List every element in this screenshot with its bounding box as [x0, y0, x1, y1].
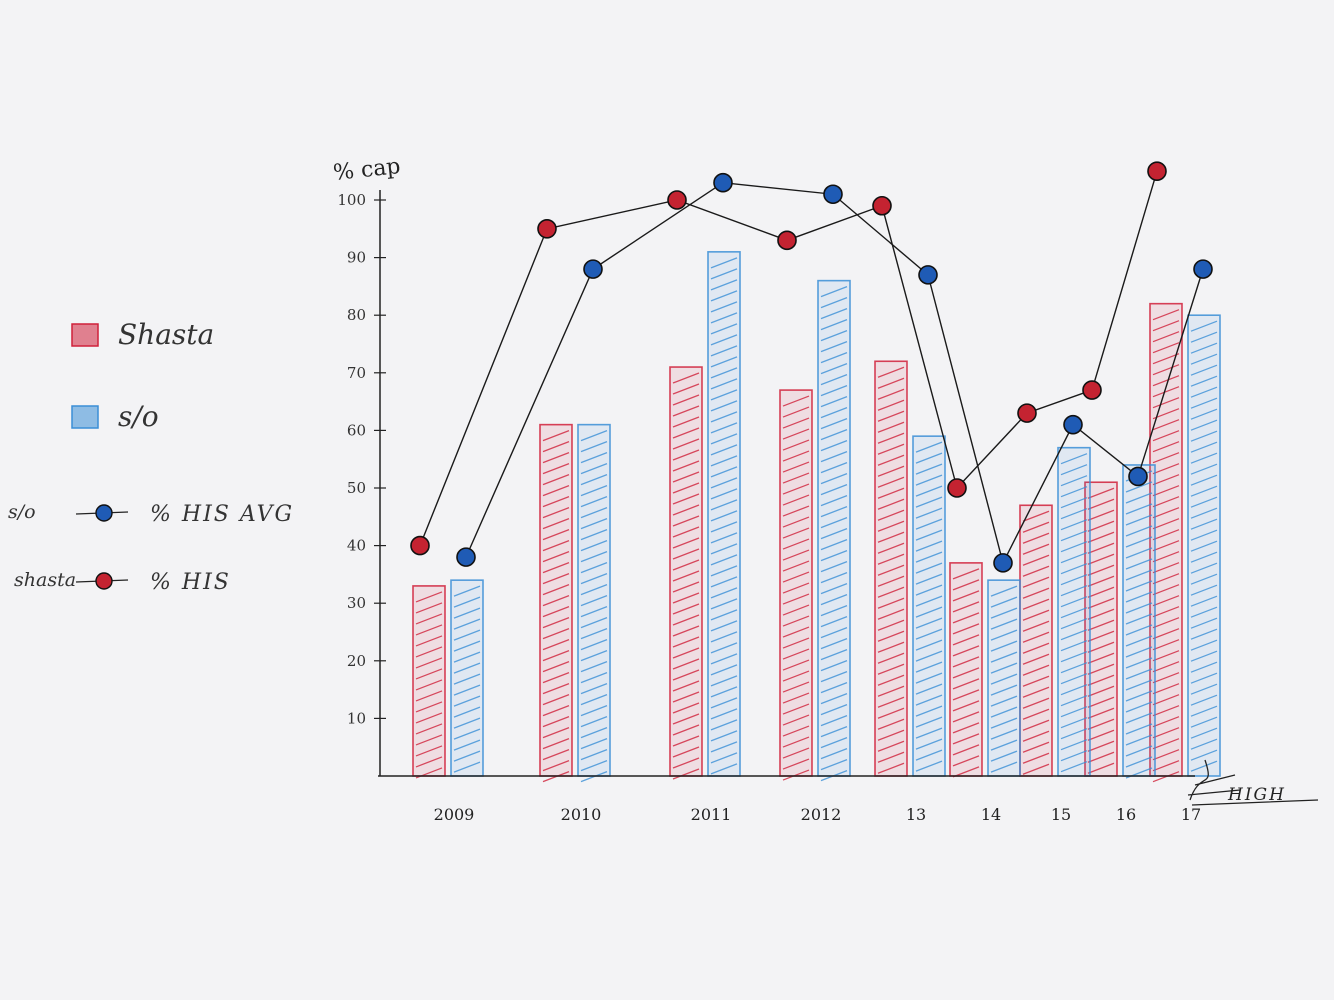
bar-hatching	[415, 591, 443, 779]
bar-so	[912, 435, 946, 777]
y-tick-label: 30	[347, 594, 366, 612]
bar-hatching	[782, 395, 810, 781]
bar-hatching	[952, 568, 980, 778]
bar-hatching	[453, 585, 481, 773]
line-point	[1082, 380, 1102, 400]
bar-hatching	[877, 366, 905, 774]
bar-hatching	[580, 430, 608, 783]
y-axis-label: % cap	[332, 154, 402, 186]
bar-so	[1057, 446, 1091, 777]
x-tick-label: 13	[906, 805, 926, 824]
line-point	[1063, 414, 1083, 435]
legend-prefix: s/o	[8, 501, 36, 523]
y-tick-label: 40	[347, 537, 366, 555]
line-point	[1147, 161, 1167, 181]
line-point	[947, 478, 967, 498]
legend-swatch	[71, 323, 99, 347]
bar-shasta	[779, 389, 813, 777]
line-point	[667, 190, 687, 210]
y-tick-label: 60	[347, 421, 366, 439]
line-point	[1128, 466, 1148, 487]
corner-scribble	[1187, 759, 1319, 806]
x-tick-label: 2012	[801, 805, 842, 824]
line-point	[410, 535, 430, 556]
bar-shasta	[1019, 504, 1053, 777]
legend-label: % HIS AVG	[150, 502, 294, 527]
line-point	[823, 184, 843, 205]
line-point	[777, 230, 797, 251]
bar-hatching	[1190, 320, 1218, 772]
bar-shasta	[949, 562, 983, 777]
x-tick-label: 17	[1181, 805, 1201, 824]
y-tick-label: 70	[347, 364, 366, 382]
bar-hatching	[820, 286, 848, 782]
bar-so	[1122, 464, 1156, 777]
bar-hatching	[672, 372, 700, 780]
x-tick-label: 15	[1051, 805, 1071, 824]
legend-swatch	[71, 405, 99, 429]
y-tick-label: 100	[337, 191, 366, 209]
bar-hatching	[915, 441, 943, 772]
x-tick-label: 2010	[561, 805, 602, 824]
bar-hatching	[542, 430, 570, 783]
legend-marker	[95, 504, 113, 522]
legend-prefix: shasta	[14, 569, 76, 591]
y-tick-label: 50	[347, 479, 366, 497]
bar-hatching	[1022, 510, 1050, 775]
bar-hatching	[990, 585, 1018, 773]
x-tick-label: 2011	[691, 805, 732, 824]
legend-label: Shasta	[118, 318, 214, 351]
line-point	[456, 547, 476, 567]
line-point	[583, 259, 603, 279]
y-tick-label: 80	[347, 306, 366, 324]
line-point	[872, 195, 892, 216]
y-ticks: 10 20 30 40 50 60 70 80 90 100	[337, 191, 386, 727]
bar-so	[707, 251, 741, 777]
y-tick-label: 90	[347, 249, 366, 267]
legend-label: % HIS	[150, 570, 231, 595]
legend-label: s/o	[118, 400, 159, 433]
x-tick-label: 14	[981, 805, 1001, 824]
line-point	[918, 265, 938, 285]
legend: Shasta s/o s/o % HIS AVG shasta % HIS	[8, 318, 294, 595]
line-layer	[410, 161, 1213, 573]
x-ticks: 2009 2010 2011 2012 13 14 15 16 17	[434, 805, 1202, 824]
bar-hatching	[1087, 487, 1115, 774]
bar-layer	[412, 251, 1221, 783]
y-tick-label: 20	[347, 652, 366, 670]
x-tick-label: 2009	[434, 805, 475, 824]
y-tick-label: 10	[347, 709, 366, 727]
legend-marker	[95, 572, 113, 590]
bar-hatching	[710, 257, 738, 775]
line-point	[537, 219, 557, 239]
line-point	[1017, 403, 1037, 423]
bar-hatching	[1152, 309, 1180, 783]
x-tick-label: 16	[1116, 805, 1136, 824]
line-point	[713, 172, 733, 193]
line-point	[1193, 259, 1213, 279]
bar-so	[817, 279, 851, 777]
corner-mark: HIGH	[1227, 785, 1286, 805]
bar-hatching	[1060, 453, 1088, 773]
line-point	[993, 553, 1013, 573]
